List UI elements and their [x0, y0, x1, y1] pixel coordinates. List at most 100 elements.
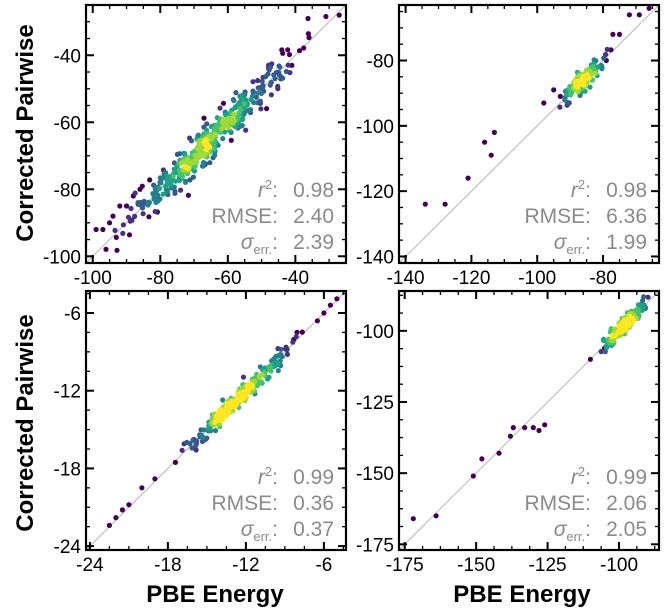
ticks — [86, 4, 347, 263]
data-point — [608, 47, 614, 53]
rmse-value: 2.40 — [293, 205, 334, 228]
data-point — [93, 226, 99, 233]
sigma-value: 1.99 — [606, 231, 647, 254]
data-point — [126, 232, 133, 238]
x-tick-label: -80 — [147, 268, 174, 289]
rmse-label: RMSE: — [524, 492, 591, 515]
x-tick-label: -6 — [315, 555, 332, 576]
y-tick-label: -6 — [64, 304, 81, 325]
data-point — [196, 154, 202, 160]
data-point — [595, 64, 601, 70]
data-point — [185, 192, 191, 198]
data-point — [289, 62, 295, 68]
data-point — [536, 427, 542, 434]
data-point — [488, 152, 494, 158]
data-point — [132, 213, 138, 219]
panel-top-left: -100 -80 -60 -40 -100 -80 -60 -40 r2: 0.98 RMSE: 2.… — [43, 3, 348, 289]
data-point — [201, 160, 207, 166]
data-point — [635, 302, 642, 308]
y-tick-label: -60 — [54, 113, 81, 134]
data-point — [219, 412, 225, 418]
data-point — [139, 485, 145, 491]
r2-label: r2: — [571, 177, 591, 202]
data-point — [639, 307, 645, 313]
data-point — [227, 404, 234, 410]
x-tick-label: -18 — [154, 555, 181, 576]
data-point — [228, 137, 234, 143]
data-point — [220, 397, 226, 403]
data-point — [177, 151, 183, 157]
data-point — [193, 447, 199, 453]
data-point — [123, 203, 130, 209]
data-point — [106, 522, 112, 529]
data-point — [125, 214, 132, 220]
data-point — [201, 427, 207, 433]
data-point — [231, 404, 237, 410]
data-point — [321, 310, 327, 316]
panel-bottom-right: -175 -150 -125 -100 -175 -150 -125 -100 r2: 0.99 R… — [356, 289, 661, 576]
data-point — [496, 450, 502, 456]
data-point — [209, 134, 215, 140]
stats-annotation: r2: 0.99 RMSE: 2.06 σerr.: 2.05 — [524, 464, 647, 544]
data-point — [258, 106, 264, 112]
x-tick-label: -120 — [452, 268, 490, 289]
data-point — [248, 96, 254, 103]
data-point — [195, 132, 201, 138]
data-point — [233, 90, 239, 96]
data-point — [573, 84, 579, 90]
data-point — [199, 432, 205, 438]
data-point — [250, 89, 256, 96]
data-point — [117, 203, 123, 209]
x-tick-label: -100 — [600, 555, 638, 576]
data-point — [296, 48, 303, 54]
data-point — [254, 383, 260, 389]
data-point — [237, 105, 243, 111]
data-point — [465, 175, 471, 181]
scatter-points — [410, 294, 651, 522]
data-point — [152, 208, 158, 215]
data-point — [299, 329, 305, 335]
data-point — [183, 178, 189, 184]
data-point — [240, 115, 246, 121]
data-point — [280, 50, 286, 56]
y-tick-label: -18 — [54, 459, 81, 480]
rmse-value: 6.36 — [606, 205, 647, 228]
data-point — [249, 384, 255, 390]
data-point — [119, 507, 125, 513]
data-point — [293, 334, 299, 340]
data-point — [294, 329, 300, 335]
data-point — [305, 15, 311, 22]
data-point — [146, 199, 153, 206]
data-point — [609, 332, 615, 338]
data-point — [172, 188, 178, 194]
data-point — [240, 374, 247, 380]
data-point — [242, 390, 248, 396]
y-axis-label-top: Corrected Pairwise — [12, 24, 39, 241]
data-point — [147, 177, 153, 183]
data-point — [470, 473, 476, 479]
data-point — [636, 12, 642, 18]
data-point — [182, 164, 189, 170]
data-point — [170, 173, 176, 179]
data-point — [164, 173, 170, 179]
data-point — [164, 180, 171, 186]
y-tick-label: -80 — [367, 52, 394, 73]
sigma-label: σerr.: — [241, 231, 278, 257]
x-axis-label-right: PBE Energy — [453, 581, 591, 608]
data-point — [275, 353, 281, 359]
y-tick-label: -100 — [43, 247, 81, 268]
sigma-label: σerr.: — [554, 231, 591, 257]
data-point — [235, 114, 241, 120]
x-tick-label: -125 — [529, 555, 567, 576]
data-point — [323, 13, 329, 20]
data-point — [334, 296, 340, 302]
y-tick-label: -125 — [356, 393, 394, 414]
data-point — [107, 220, 113, 226]
x-tick-label: -40 — [282, 268, 309, 289]
data-point — [283, 68, 289, 75]
data-point — [422, 201, 428, 207]
data-point — [192, 158, 198, 164]
y-tick-label: -150 — [356, 464, 394, 485]
x-tick-label: -80 — [589, 268, 616, 289]
data-point — [585, 75, 591, 81]
